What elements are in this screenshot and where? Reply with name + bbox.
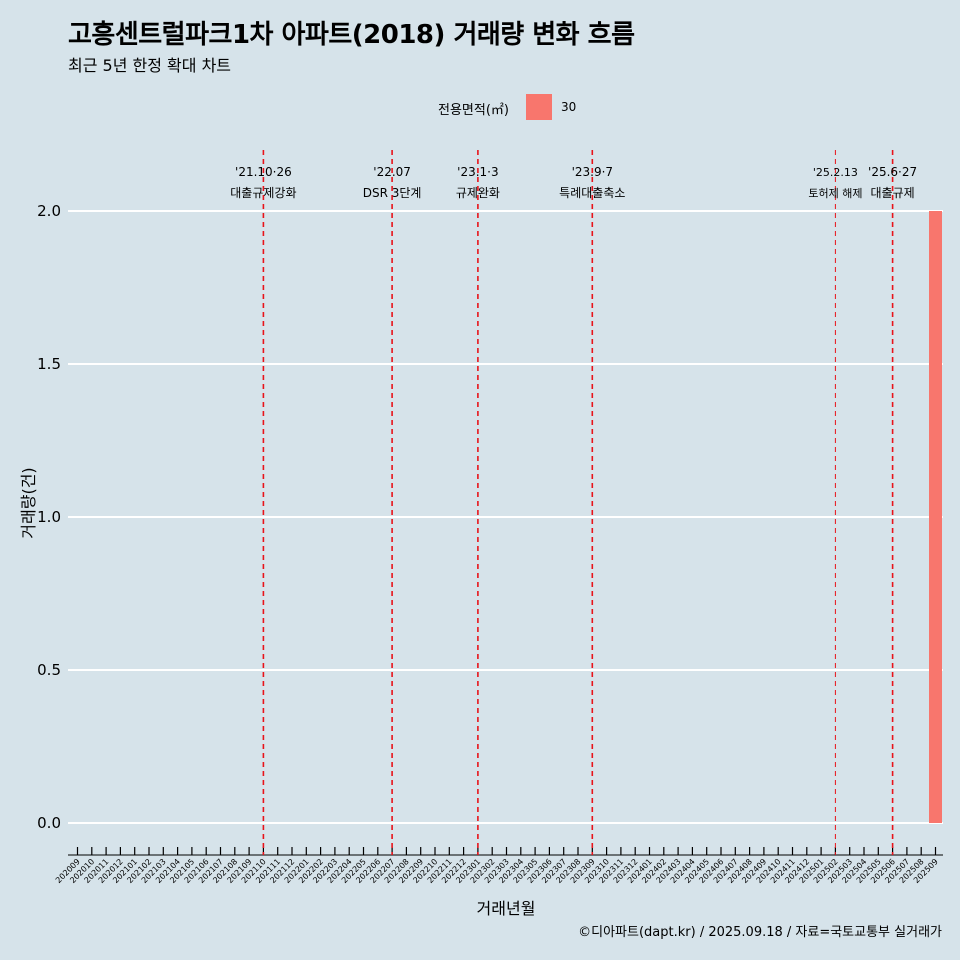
chart-subtitle: 최근 5년 한정 확대 차트 bbox=[68, 56, 232, 75]
event-markers: '21.10·26 대출규제강화 '22.07 DSR 3단계 '23.1·3 규제완화 '… bbox=[230, 150, 917, 855]
event-date-label: '23.9·7 bbox=[572, 165, 613, 179]
event-date-label: '25.6·27 bbox=[868, 165, 917, 179]
event-name-label: 토허제 해제 bbox=[808, 186, 862, 200]
event-date-label: '25.2.13 bbox=[813, 166, 858, 179]
source-caption: ©디아파트(dapt.kr) / 2025.09.18 / 자료=국토교통부 실… bbox=[578, 925, 942, 940]
y-tick-label: 2.0 bbox=[37, 202, 61, 220]
y-tick-label: 0.5 bbox=[37, 661, 61, 679]
event-date-label: '23.1·3 bbox=[457, 165, 498, 179]
y-axis-title: 거래량(건) bbox=[19, 467, 38, 538]
event-date-label: '22.07 bbox=[373, 165, 411, 179]
event-name-label: DSR 3단계 bbox=[363, 186, 422, 200]
chart-title: 고흥센트럴파크1차 아파트(2018) 거래량 변화 흐름 bbox=[68, 20, 635, 50]
event-name-label: 대출규제강화 bbox=[230, 186, 296, 200]
y-tick-label: 1.5 bbox=[37, 355, 61, 373]
y-tick-label: 1.0 bbox=[37, 508, 61, 526]
bars bbox=[929, 211, 942, 823]
event-name-label: 대출규제 bbox=[871, 186, 915, 200]
bar bbox=[929, 211, 942, 823]
y-gridlines bbox=[68, 210, 943, 824]
event-date-label: '21.10·26 bbox=[235, 165, 292, 179]
y-tick-label: 0.0 bbox=[37, 814, 61, 832]
event-name-label: 규제완화 bbox=[456, 186, 500, 200]
x-axis-title: 거래년월 bbox=[477, 899, 536, 918]
legend-key-swatch bbox=[526, 94, 552, 120]
legend-title: 전용면적(㎡) bbox=[438, 103, 509, 118]
legend-item-label: 30 bbox=[561, 100, 577, 114]
x-axis: 2020092020102020112020122021012021022021… bbox=[54, 847, 943, 885]
event-name-label: 특례대출축소 bbox=[559, 186, 625, 200]
y-axis-ticks: 0.0 0.5 1.0 1.5 2.0 bbox=[37, 202, 61, 832]
legend: 전용면적(㎡) 30 bbox=[0, 94, 960, 122]
